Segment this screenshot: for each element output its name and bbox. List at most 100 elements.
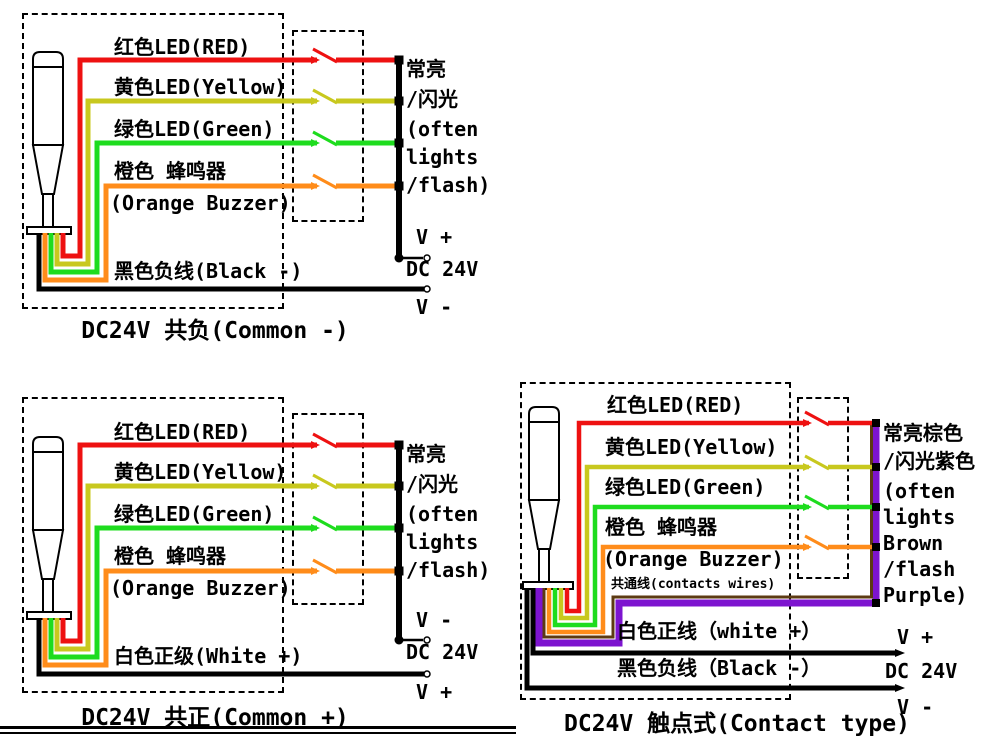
white-wire [530,588,895,656]
device-dashed-box [520,382,791,700]
junction-dot [394,566,404,576]
bus-label: (often [883,479,956,503]
purple-wire [535,423,880,647]
wire-label-yellow: 黄色LED(Yellow) [605,435,778,459]
diagram-common-positive: 红色LED(RED) 黄色LED(Yellow) 绿色LED(Green) 橙色… [0,385,500,740]
wire-label-orange-en: (Orange Buzzer) [110,191,291,215]
wire-label-black: 黑色负线（Black -） [617,656,822,680]
junction-dot [872,463,880,471]
bus-label: Purple) [883,583,968,607]
black-wire [524,588,895,691]
terminal-label-vplus: V + [416,680,453,704]
junction-dot [394,523,404,533]
diagram-contact-type: 红色LED(RED) 黄色LED(Yellow) 绿色LED(Green) 橙色… [495,370,990,740]
wire-label-common: 共通线(contacts wires) [611,577,776,592]
switch-icon [311,558,399,575]
diagram-caption: DC24V 共负(Common -) [81,318,349,344]
junction-dot [394,635,404,645]
terminal-label-vminus: V - [416,608,453,632]
switch-icon [311,173,399,190]
diagram-caption: DC24V 触点式(Contact type) [564,711,910,737]
wiring-graphic [26,47,431,293]
terminal-circle [423,670,431,678]
white-wire [36,618,424,677]
bus-label: (often [406,502,479,526]
switch-icon [311,130,399,147]
terminal-label-vminus: V - [897,695,934,719]
switch-dashed-box [797,397,849,579]
green-wire [48,525,317,660]
switch-icon [803,454,873,471]
wire-label-green: 绿色LED(Green) [114,117,275,141]
wire-label-orange: 橙色 蜂鸣器 [605,515,718,539]
common-bus-junctions [872,419,880,607]
terminal-arrow [895,649,905,657]
power-bus [394,55,431,293]
junction-dot [394,55,404,65]
terminal-circle [423,285,431,293]
bus-label: lights [406,145,479,169]
wire-label-orange-en: (Orange Buzzer) [110,576,291,600]
terminal-label-dc24v: DC 24V [885,659,958,683]
bus-label: lights [406,530,479,554]
yellow-wire [54,98,317,267]
tower-light-icon [522,406,574,590]
diagram-common-negative: 红色LED(RED) 黄色LED(Yellow) 绿色LED(Green) 橙色… [0,0,500,355]
switch-icon [803,410,873,427]
bus-label: 常亮 [406,57,446,81]
wire-label-green: 绿色LED(Green) [114,502,275,526]
junction-dot [872,543,880,551]
switch-dashed-box [292,413,364,605]
bus-label: /闪光 [406,87,459,111]
bottom-double-line [0,726,516,734]
red-wire [60,442,317,644]
red-wire [564,420,809,614]
brown-wire [542,424,873,639]
terminal-circle [423,636,431,644]
device-dashed-box [22,13,284,309]
orange-wire [42,568,317,668]
wire-label-orange: 橙色 蜂鸣器 [114,159,227,183]
bus-label: 常亮棕色 [883,421,963,445]
red-wire [60,57,317,259]
wire-label-white: 白色正线（white +） [617,619,822,643]
junction-dot [394,96,404,106]
junction-dot [394,181,404,191]
switch-icon [311,432,399,449]
bus-label: /flash) [406,173,491,197]
switch-dashed-box [292,30,364,222]
tower-light-icon [26,436,72,620]
terminal-circle [423,254,431,262]
bus-label: /闪光 [406,472,459,496]
wire-label-orange-en: (Orange Buzzer) [603,547,784,571]
yellow-wire [54,483,317,652]
terminal-label-vminus: V - [416,295,453,319]
green-wire [552,504,809,628]
junction-dot [872,599,880,607]
terminal-arrow [895,684,905,692]
bus-label: /flash) [406,558,491,582]
wire-label-orange: 橙色 蜂鸣器 [114,544,227,568]
bus-label: /闪光紫色 [883,449,976,473]
bus-label: (often [406,117,479,141]
wire-label-green: 绿色LED(Green) [605,475,766,499]
wiring-graphic [522,406,905,692]
wire-label-red: 红色LED(RED) [607,393,744,417]
wire-label-yellow: 黄色LED(Yellow) [114,460,287,484]
junction-dot [394,253,404,263]
switch-icon [311,473,399,490]
bus-label: lights [883,505,956,529]
switch-icon [803,534,873,551]
switch-icon [311,515,399,532]
wire-label-white: 白色正级(White +) [114,644,303,668]
tower-light-icon [26,51,72,235]
junction-dot [394,440,404,450]
switch-icon [803,494,873,511]
terminal-label-dc24v: DC 24V [406,257,479,281]
junction-dot [394,481,404,491]
junction-dot [872,419,880,427]
wiring-graphic [26,432,431,678]
wire-label-yellow: 黄色LED(Yellow) [114,75,287,99]
device-dashed-box [22,397,284,693]
